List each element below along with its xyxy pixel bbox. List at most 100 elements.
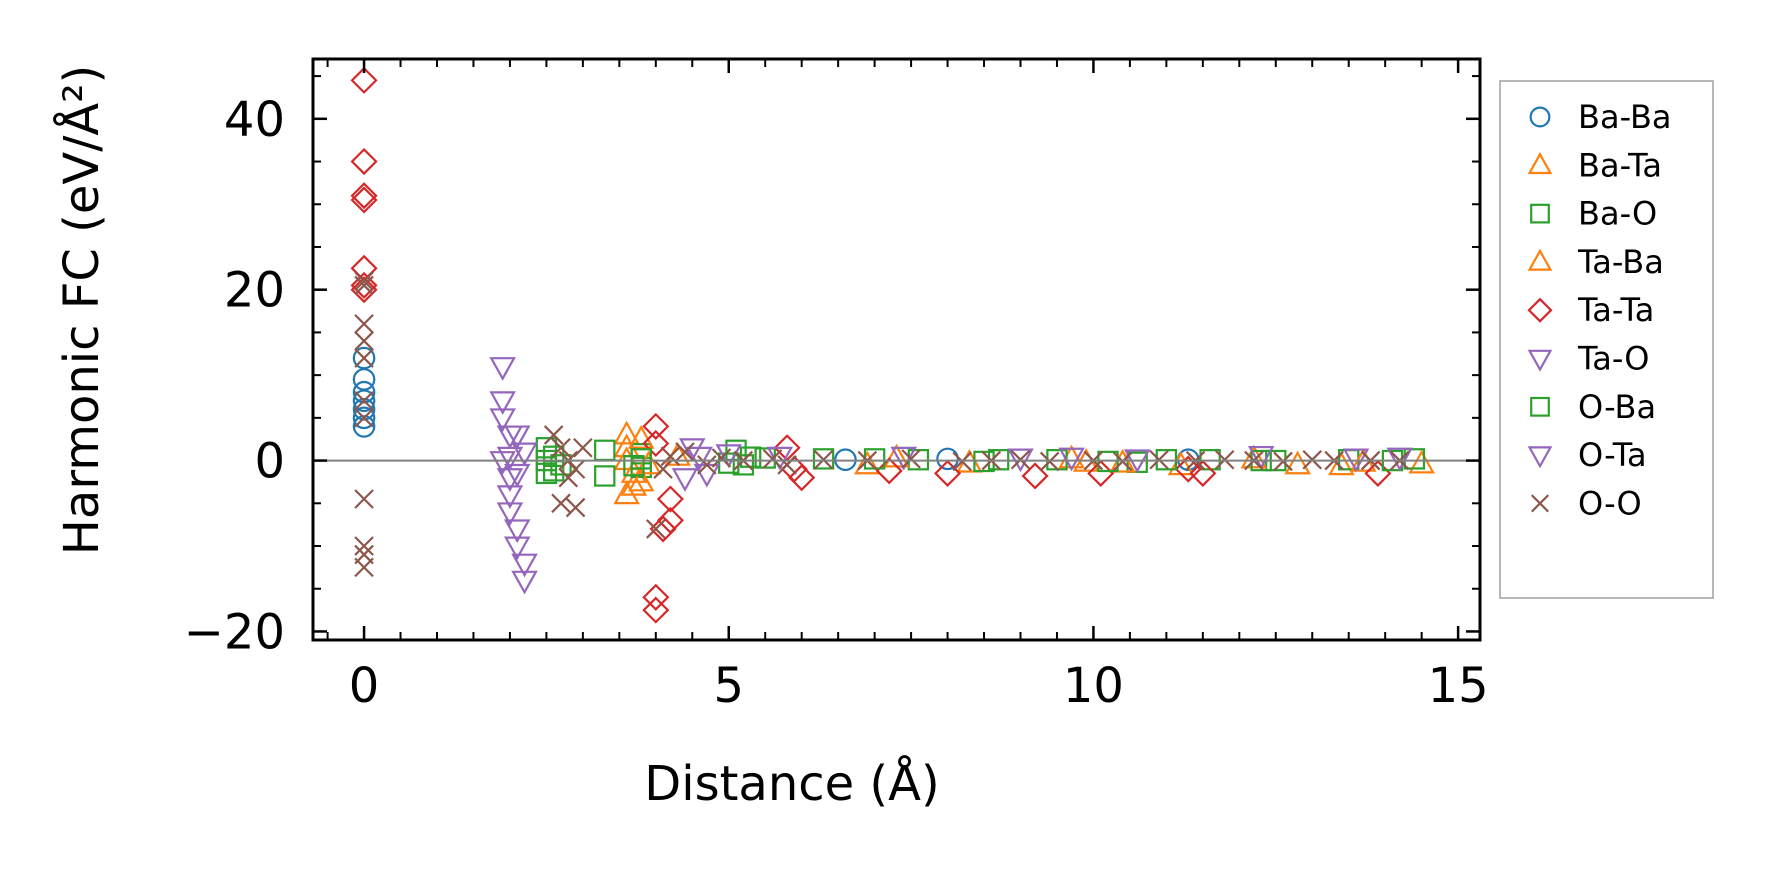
series-o-o — [354, 271, 1410, 578]
point-ta-ta — [788, 464, 816, 492]
plot-frame — [311, 57, 1482, 642]
point-ta-ta — [642, 429, 670, 458]
point-ta-ta — [1364, 459, 1392, 487]
x-tick-label: 5 — [713, 658, 744, 714]
point-o-o — [551, 437, 571, 458]
point-ba-ta — [613, 480, 640, 505]
series-ta-o — [489, 357, 538, 595]
point-o-o — [660, 446, 681, 467]
legend-marker-ba-ta — [1527, 152, 1553, 175]
point-ta-o — [511, 570, 538, 595]
x-axis-label: Distance (Å) — [644, 755, 939, 812]
legend-label-o-o: O-O — [1578, 484, 1642, 522]
legend-marker-ba-ba — [1529, 106, 1551, 128]
point-o-o — [777, 455, 797, 475]
data-marks — [350, 66, 1435, 624]
point-o-o — [711, 448, 732, 468]
point-ba-o — [812, 448, 835, 470]
legend-marker-o-ba — [1530, 396, 1550, 417]
y-tick-label: −20 — [184, 604, 285, 660]
point-ta-o — [489, 357, 516, 381]
point-ta-o — [511, 553, 538, 578]
legend-label-o-ba: O-Ba — [1578, 388, 1656, 426]
point-o-ba — [623, 455, 645, 477]
point-o-o — [762, 449, 783, 469]
point-ta-ta — [642, 412, 670, 440]
point-ba-ta — [613, 420, 640, 445]
legend-label-ta-o: Ta-O — [1577, 340, 1649, 378]
point-ta-o — [496, 502, 524, 527]
point-o-ta — [503, 463, 531, 488]
point-o-ta — [496, 446, 524, 471]
legend-marker-o-ta — [1527, 446, 1553, 469]
point-ba-ta — [1408, 449, 1435, 474]
point-o-ta — [671, 468, 699, 492]
legend-box — [1499, 80, 1714, 599]
axis-ticks: 0 5 10 15 40 20 0 −20 — [184, 59, 1489, 714]
x-tick-label: 10 — [1063, 658, 1124, 714]
point-ta-ba — [627, 467, 655, 492]
point-ba-ta — [1328, 451, 1355, 476]
point-ba-ta — [1284, 450, 1311, 475]
series-ba-ba — [352, 346, 1200, 472]
y-axis-label: Harmonic FC (eV/Å²) — [53, 65, 110, 555]
point-ta-ta — [642, 583, 670, 611]
legend-marker-o-o — [1530, 494, 1550, 513]
point-o-ba — [739, 446, 762, 468]
point-ta-ta — [1189, 459, 1217, 487]
series-ta-ta — [350, 66, 1392, 624]
point-o-o — [354, 489, 374, 509]
point-ta-ta — [875, 457, 903, 485]
legend-label-ta-ta: Ta-Ta — [1577, 291, 1654, 329]
legend-label-o-ta: O-Ta — [1578, 436, 1647, 474]
legend-label-ba-o: Ba-O — [1578, 195, 1657, 233]
point-o-o — [675, 442, 695, 462]
point-o-ba — [718, 452, 740, 474]
point-ta-ta — [350, 186, 378, 214]
point-o-ta — [1058, 447, 1085, 472]
point-o-o — [558, 467, 579, 488]
point-ta-o — [489, 391, 516, 416]
point-o-ta — [503, 425, 531, 450]
point-ta-o — [496, 485, 524, 510]
point-ta-ta — [350, 271, 378, 299]
point-ba-ba — [352, 415, 376, 438]
point-o-ta — [1386, 447, 1414, 472]
point-o-o — [551, 493, 571, 514]
point-ba-o — [594, 439, 616, 462]
point-o-ba — [630, 448, 652, 470]
point-ta-ta — [656, 485, 684, 513]
point-o-o — [354, 275, 374, 296]
point-ta-o — [489, 408, 516, 433]
x-tick-label: 0 — [349, 658, 380, 714]
point-o-o — [697, 455, 717, 475]
legend-label-ba-ba: Ba-Ba — [1578, 98, 1672, 136]
legend: Ba-Ba Ba-Ta Ba-O Ta-Ba Ta-Ta Ta-O O-Ba O-Ta O-O — [1499, 80, 1714, 599]
point-o-o — [354, 271, 374, 291]
point-o-o — [653, 459, 673, 479]
point-o-ta — [511, 442, 538, 467]
point-ta-o — [503, 519, 531, 544]
point-o-o — [354, 408, 374, 428]
legend-label-ba-ta: Ba-Ta — [1578, 146, 1662, 184]
point-ba-o — [732, 454, 755, 476]
point-o-o — [354, 314, 374, 334]
point-ta-o — [489, 451, 516, 475]
point-o-o — [543, 425, 564, 445]
point-ba-ba — [352, 389, 376, 413]
x-tick-label: 15 — [1428, 658, 1489, 714]
point-o-o — [901, 449, 921, 469]
point-ta-ta — [1021, 462, 1049, 490]
point-o-ta — [1247, 445, 1275, 470]
point-ta-ta — [350, 66, 378, 94]
point-ta-o — [503, 536, 531, 561]
point-ta-ta — [350, 276, 378, 304]
legend-marker-ta-ba — [1527, 248, 1553, 271]
point-ba-ta — [854, 450, 881, 475]
point-o-ta — [686, 446, 713, 471]
point-ta-ta — [1174, 455, 1202, 483]
y-tick-label: 20 — [224, 263, 285, 319]
legend-marker-ta-o — [1527, 349, 1553, 372]
point-ba-ba — [936, 447, 959, 471]
